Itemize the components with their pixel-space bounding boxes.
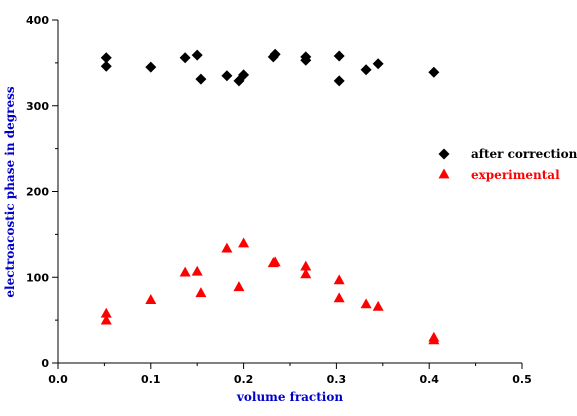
legend: after correction experimental	[438, 147, 577, 182]
triangle-point	[372, 300, 384, 311]
diamond-point	[195, 73, 207, 85]
triangle-point	[145, 294, 157, 304]
triangle-point	[360, 298, 372, 309]
diamond-point	[333, 50, 345, 62]
y-tick-label: 200	[26, 186, 49, 199]
diamond-point	[428, 66, 440, 78]
x-tick-label: 0.1	[141, 373, 161, 386]
x-tick-label: 0.4	[419, 373, 439, 386]
triangle-point	[333, 292, 345, 303]
diamond-point	[145, 61, 157, 73]
diamond-point	[300, 51, 312, 63]
axes	[57, 20, 522, 364]
triangle-point	[238, 237, 250, 248]
diamond-point	[191, 49, 203, 61]
triangle-point	[179, 266, 191, 277]
diamond-point	[333, 75, 345, 87]
triangle-point	[428, 334, 440, 345]
legend-label-1: experimental	[471, 168, 560, 182]
diamond-point	[360, 64, 372, 76]
diamond-point	[100, 52, 112, 64]
x-axis-title: volume fraction	[236, 390, 343, 404]
triangle-point	[233, 281, 245, 292]
y-tick-label: 0	[41, 357, 49, 370]
triangle-point	[100, 307, 112, 318]
y-tick-label: 400	[26, 14, 49, 27]
series-0	[100, 48, 440, 87]
data-points	[100, 48, 440, 345]
diamond-point	[238, 69, 250, 81]
triangle-point	[300, 268, 312, 279]
legend-label-0: after correction	[471, 147, 577, 161]
diamond-point	[372, 58, 384, 70]
triangle-point	[195, 287, 207, 298]
triangle-point	[300, 260, 312, 271]
triangle-point	[221, 242, 233, 253]
y-tick-label: 100	[26, 271, 49, 284]
x-tick-label: 0.5	[512, 373, 532, 386]
diamond-point	[100, 60, 112, 72]
axis-ticks: 0.0 0.1 0.2 0.3 0.4 0.5 0 100 200 300 400	[26, 14, 532, 386]
diamond-point	[179, 52, 191, 64]
x-tick-label: 0.3	[327, 373, 347, 386]
diamond-point	[269, 48, 281, 60]
series-1	[100, 237, 440, 345]
triangle-point	[333, 274, 345, 285]
triangle-point	[100, 314, 112, 325]
x-tick-label: 0.0	[48, 373, 68, 386]
legend-marker-0	[438, 148, 450, 160]
diamond-point	[221, 70, 233, 82]
triangle-point	[191, 265, 203, 276]
y-axis-title: electroacostic phase in degress	[3, 86, 17, 297]
legend-marker-1	[438, 168, 450, 179]
y-tick-label: 300	[26, 100, 49, 113]
triangle-point	[269, 256, 281, 267]
x-tick-label: 0.2	[234, 373, 254, 386]
